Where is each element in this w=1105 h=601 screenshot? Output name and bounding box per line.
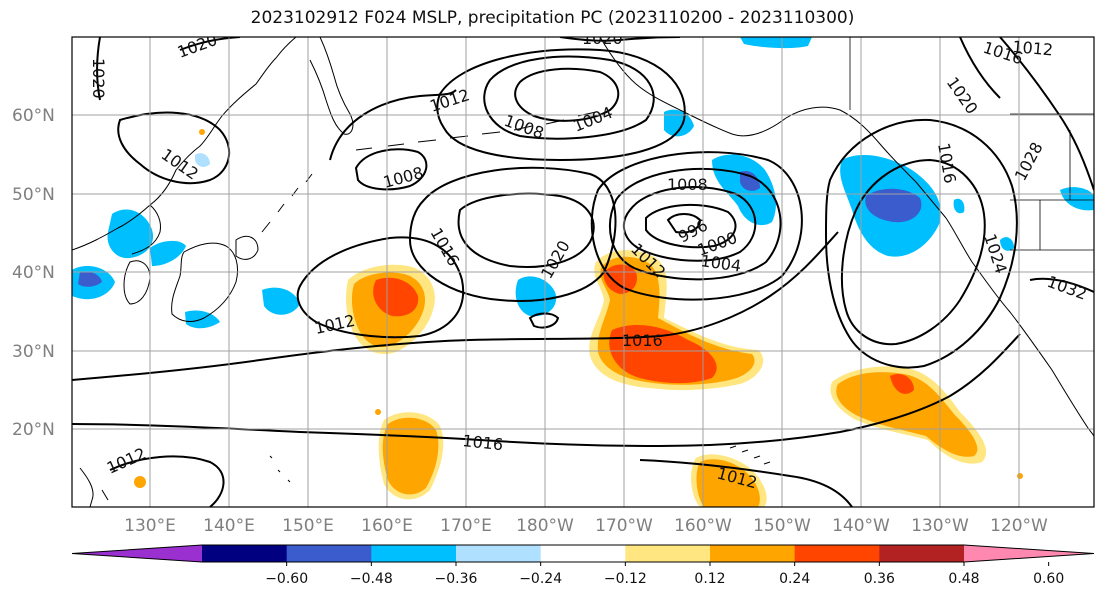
colorbar-segment — [202, 545, 288, 562]
lon-tick-label: 160°E — [361, 516, 413, 536]
colorbar-segment — [879, 545, 965, 562]
lon-tick-label: 140°W — [832, 516, 890, 536]
colorbar-tick-label: 0.12 — [694, 571, 725, 587]
isobar-label: 1012 — [1012, 37, 1054, 59]
lat-tick-label: 20°N — [12, 420, 55, 440]
isobar-label: 1020 — [89, 58, 108, 99]
lon-tick-label: 140°E — [203, 516, 255, 536]
lon-tick-label: 120°W — [990, 516, 1048, 536]
colorbar-segment — [456, 545, 542, 562]
isobar-label: 1016 — [462, 431, 504, 454]
latitude-axis: 60°N 50°N 40°N 30°N 20°N — [12, 106, 55, 440]
colorbar-segment — [625, 545, 711, 562]
lat-tick-label: 30°N — [12, 342, 55, 362]
isobar-label: 1020 — [582, 29, 623, 48]
colorbar-tick-label: −0.48 — [350, 571, 393, 587]
colorbar-tick-label: 0.48 — [948, 571, 979, 587]
precip-fill-layer — [72, 37, 1094, 507]
border-layer — [849, 37, 1094, 251]
graticule — [72, 37, 1094, 507]
lon-tick-label: 170°W — [595, 516, 653, 536]
colorbar-segment — [286, 545, 372, 562]
lat-tick-label: 60°N — [12, 106, 55, 126]
isobar-label: 1016 — [622, 331, 663, 350]
plot-frame — [71, 36, 1095, 508]
longitude-axis: 130°E 140°E 150°E 160°E 170°E 180°W 170°… — [124, 516, 1048, 536]
colorbar: −0.60 −0.48 −0.36 −0.24 −0.12 0.12 0.24 0.36 0.4… — [71, 544, 1095, 587]
lon-tick-label: 130°W — [911, 516, 969, 536]
lon-tick-label: 170°E — [440, 516, 492, 536]
lon-tick-label: 180°W — [516, 516, 574, 536]
isobar-label: 1008 — [667, 175, 708, 194]
colorbar-tick-label: 0.24 — [779, 571, 810, 587]
lat-tick-label: 50°N — [12, 185, 55, 205]
lon-tick-label: 160°W — [674, 516, 732, 536]
lon-tick-label: 150°W — [753, 516, 811, 536]
colorbar-segment — [794, 545, 880, 562]
colorbar-segment — [540, 545, 626, 562]
colorbar-extend-low — [72, 545, 202, 562]
lon-tick-label: 130°E — [124, 516, 176, 536]
colorbar-tick-label: 0.36 — [864, 571, 895, 587]
colorbar-tick-label: −0.12 — [604, 571, 647, 587]
colorbar-tick-label: −0.24 — [519, 571, 562, 587]
colorbar-segment — [710, 545, 796, 562]
lon-tick-label: 150°E — [282, 516, 334, 536]
coastline-layer — [72, 37, 1094, 507]
colorbar-extend-high — [964, 545, 1094, 562]
colorbar-segment — [371, 545, 457, 562]
colorbar-tick-label: −0.36 — [435, 571, 478, 587]
map-title: 2023102912 F024 MSLP, precipitation PC (… — [250, 8, 855, 28]
colorbar-tick-label: 0.60 — [1033, 571, 1064, 587]
colorbar-tick-label: −0.60 — [265, 571, 308, 587]
lat-tick-label: 40°N — [12, 263, 55, 283]
colorbar-outline — [71, 544, 1095, 563]
